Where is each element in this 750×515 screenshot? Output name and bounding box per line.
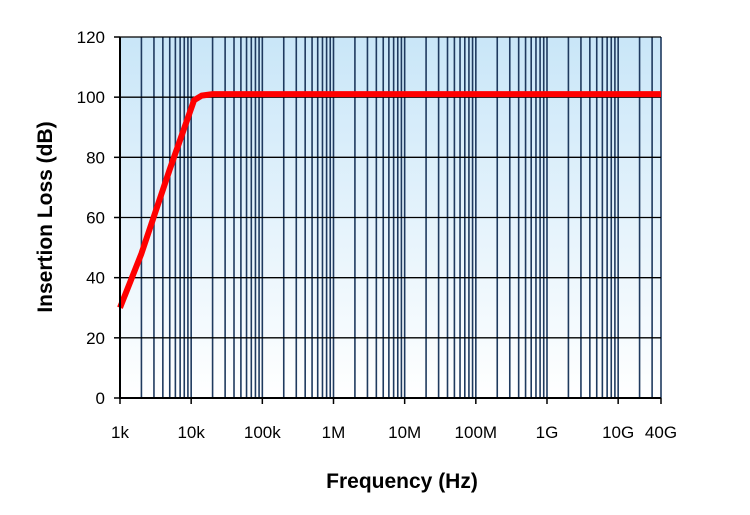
x-tick-label: 10M [388,423,421,442]
series-layer [117,91,661,309]
y-tick-label: 20 [86,329,105,348]
y-tick-label: 0 [96,389,105,408]
y-tick-label: 100 [77,88,105,107]
y-tick-label: 40 [86,269,105,288]
x-tick-label: 10k [177,423,205,442]
x-tick-label: 10G [602,423,634,442]
x-tick-label: 1G [536,423,559,442]
axes: 0 20 40 60 80 100 120 1k 10k 100k 1M 10M 100M 1G 10G 40… [77,28,677,442]
x-axis-title: Frequency (Hz) [326,470,478,493]
x-tick-label: 40G [645,423,677,442]
y-axis-title: Insertion Loss (dB) [34,121,57,312]
y-tick-label: 60 [86,209,105,228]
grid [120,36,662,398]
x-tick-label: 1k [111,423,129,442]
series-line-1 [117,91,661,309]
x-tick-label: 1M [322,423,346,442]
x-tick-label: 100M [455,423,498,442]
y-tick-label: 80 [86,148,105,167]
x-tick-label: 100k [244,423,281,442]
y-tick-label: 120 [77,28,105,47]
